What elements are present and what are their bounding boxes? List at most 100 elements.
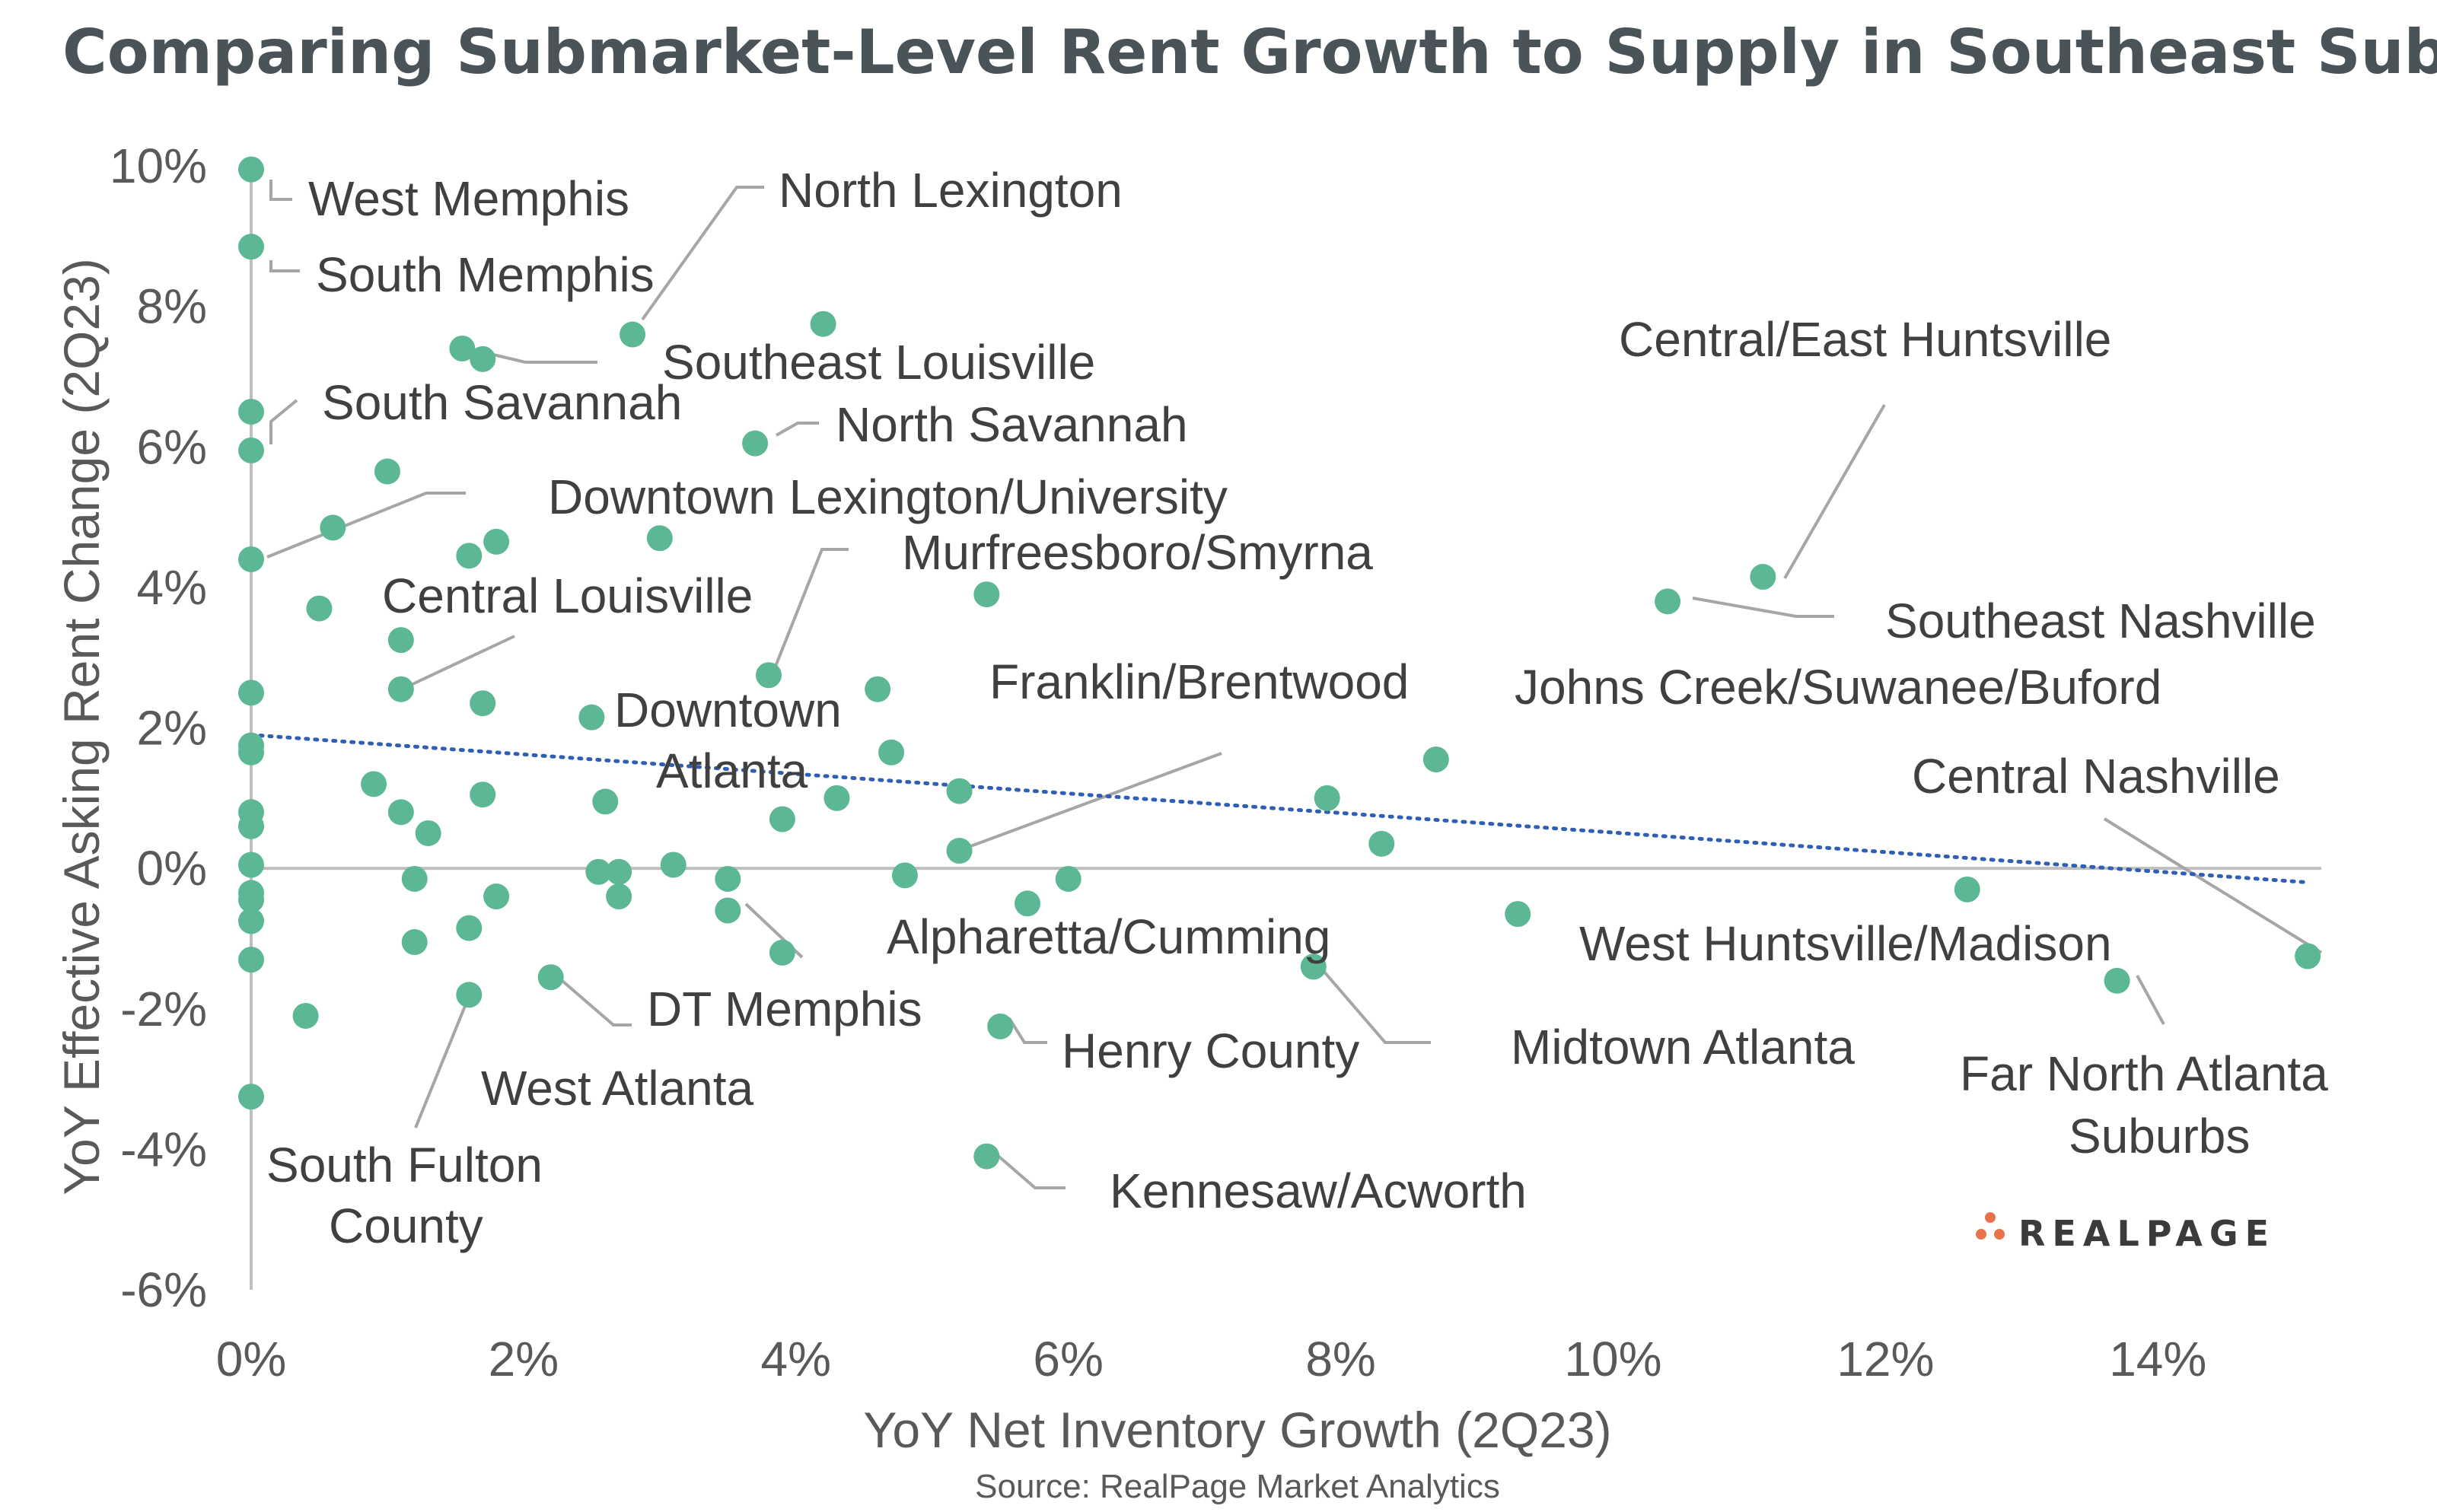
data-point [238, 908, 264, 934]
annotation-label: South Memphis [316, 247, 655, 302]
y-tick-label: 4% [137, 560, 208, 615]
data-point [1505, 901, 1531, 928]
annotation-label: North Lexington [779, 163, 1123, 218]
x-tick-label: 4% [761, 1332, 832, 1386]
data-point [292, 1002, 319, 1029]
x-tick-label: 6% [1033, 1332, 1104, 1386]
data-point [387, 676, 414, 702]
data-point [946, 778, 973, 804]
leader-line [1783, 404, 1886, 579]
leader-line [550, 970, 632, 1027]
data-point [646, 525, 673, 552]
annotation-label: Central Nashville [1912, 749, 2280, 804]
annotation-label: Central Louisville [382, 568, 753, 623]
data-point [756, 662, 782, 689]
data-point [238, 234, 264, 260]
data-point [715, 897, 741, 924]
annotation-labels: West Memphis South Memphis North Lexington… [266, 163, 2328, 1253]
data-point [1655, 588, 1681, 615]
data-point [1750, 564, 1776, 590]
data-point [320, 514, 346, 541]
x-tick-label: 12% [1837, 1332, 1934, 1386]
data-point [2295, 943, 2321, 969]
leader-line [269, 180, 292, 201]
data-point [238, 399, 264, 425]
data-point [1015, 890, 1040, 917]
data-point [769, 806, 795, 832]
annotation-label: Southeast Louisville [662, 335, 1095, 390]
data-point [306, 595, 333, 622]
data-point [585, 858, 612, 885]
y-tick-label: 2% [137, 701, 208, 756]
data-point [891, 862, 918, 889]
data-point [238, 739, 264, 766]
data-points [238, 156, 2321, 1170]
y-tick-label: 6% [137, 419, 208, 474]
trendline [249, 733, 2310, 885]
logo-dot-right [1994, 1229, 2005, 1240]
x-tick-label: 10% [1564, 1332, 1661, 1386]
data-point [238, 813, 264, 839]
data-point [374, 458, 400, 485]
data-point [592, 788, 619, 815]
data-point [865, 676, 891, 702]
data-point [946, 838, 973, 864]
data-point [620, 321, 646, 348]
y-tick-label: 8% [137, 279, 208, 334]
data-point [1300, 953, 1327, 980]
data-point [415, 820, 441, 846]
data-point [715, 865, 741, 892]
data-point [1954, 876, 1980, 902]
leader-line [966, 752, 1222, 849]
data-point [878, 739, 905, 766]
annotation-label: West Atlanta [481, 1061, 754, 1116]
leader-line [773, 548, 849, 669]
data-point [823, 785, 850, 811]
data-point [973, 581, 1000, 608]
x-axis-title: YoY Net Inventory Growth (2Q23) [863, 1402, 1611, 1458]
annotation-label: West Huntsville/Madison [1579, 916, 2112, 971]
annotation-label: County [329, 1198, 483, 1253]
data-point [1314, 785, 1340, 811]
data-point [238, 680, 264, 706]
leader-line [641, 186, 764, 321]
data-point [742, 430, 769, 457]
data-point [606, 883, 632, 910]
leader-line [414, 988, 473, 1128]
data-point [470, 781, 496, 808]
data-point [401, 865, 428, 892]
annotation-label: West Memphis [308, 171, 629, 226]
data-point [660, 851, 687, 878]
data-point [1055, 865, 1082, 892]
data-point [1368, 830, 1395, 857]
data-point [1422, 746, 1449, 773]
data-point [238, 887, 264, 913]
source-note: Source: RealPage Market Analytics [975, 1468, 1500, 1505]
data-point [483, 883, 510, 910]
data-point [537, 964, 564, 991]
data-point [973, 1143, 1000, 1170]
annotation-label: Johns Creek/Suwanee/Buford [1515, 660, 2161, 715]
annotation-label: North Savannah [836, 397, 1188, 452]
logo-dot-top [1985, 1212, 1996, 1223]
leader-line [266, 492, 466, 559]
leader-line [776, 422, 819, 437]
data-point [238, 1084, 264, 1110]
data-point [483, 528, 510, 555]
annotation-label: Midtown Atlanta [1511, 1020, 1855, 1074]
data-point [456, 543, 483, 569]
realpage-logo: REALPAGE [1976, 1212, 2269, 1254]
leader-line [1692, 597, 1834, 618]
logo-dot-left [1976, 1229, 1986, 1240]
leader-line [269, 399, 298, 444]
data-point [470, 345, 496, 372]
annotation-label: Downtown [614, 683, 842, 737]
annotation-label: Central/East Huntsville [1619, 312, 2111, 367]
data-point [456, 982, 483, 1008]
y-tick-label: -2% [120, 982, 207, 1036]
data-point [238, 546, 264, 572]
annotation-label: South Fulton [266, 1138, 543, 1192]
data-point [387, 627, 414, 654]
y-tick-label: 10% [110, 138, 207, 193]
